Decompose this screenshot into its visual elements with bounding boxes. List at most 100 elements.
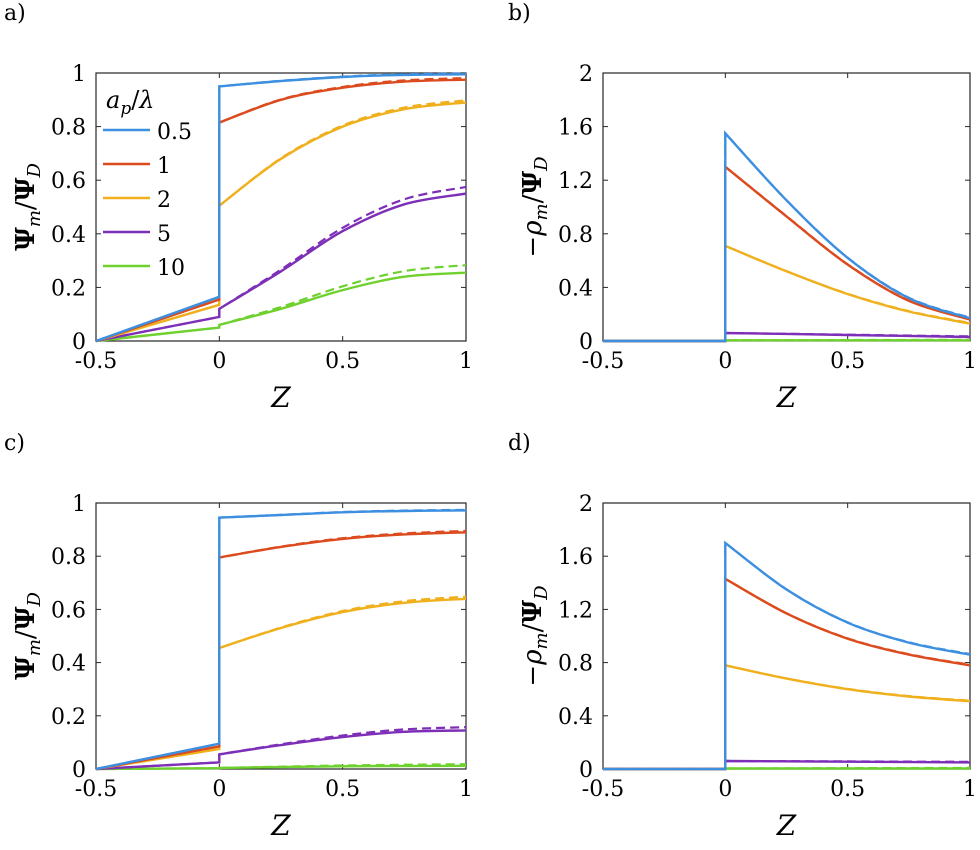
- y-tick-label: 0.4: [558, 705, 593, 730]
- y-tick-label: 0.8: [558, 223, 593, 248]
- x-tick-label: 1: [963, 777, 977, 802]
- series-line-dashed-2: [603, 663, 970, 771]
- panel-b: b)-0.5 0 0.5 100.40.81.21.62Z−ρm/ΨD: [508, 1, 977, 414]
- x-tick-label: -0.5: [75, 349, 117, 374]
- series-line-10: [96, 271, 466, 343]
- x-tick-label: 0: [212, 349, 226, 374]
- series-line-dashed-1: [603, 576, 970, 771]
- x-tick-label: -0.5: [75, 777, 117, 802]
- x-tick-label: 0: [718, 777, 732, 802]
- series-line-5: [603, 759, 970, 771]
- panel-d: d)-0.5 0 0.5 100.40.81.21.62Z−ρm/ΨD: [508, 431, 977, 842]
- series-line-0.5: [96, 509, 466, 771]
- series-line-dashed-5: [96, 726, 466, 771]
- series-line-10: [603, 339, 970, 343]
- series-line-5: [96, 729, 466, 771]
- x-tick-label: 1: [963, 349, 977, 374]
- panel-a: a)-0.5 0 0.5 100.20.40.60.81ZΨm/ΨDap/λ0.512…: [4, 1, 473, 414]
- series-line-10: [96, 764, 466, 771]
- y-axis-label: −ρm/ΨD: [518, 585, 552, 687]
- y-tick-label: 1: [72, 62, 86, 87]
- y-tick-label: 1.2: [558, 169, 593, 194]
- series-line-2: [603, 663, 970, 771]
- y-tick-label: 1.2: [558, 598, 593, 623]
- legend-label-1: 1: [157, 154, 171, 179]
- panel-label: d): [508, 431, 531, 456]
- legend-label-2: 2: [157, 188, 171, 213]
- x-axis-label: Z: [270, 381, 291, 414]
- plot-frame: [95, 72, 467, 342]
- series-line-5: [96, 192, 466, 343]
- plot-frame: [95, 502, 467, 770]
- series-line-0.5: [603, 540, 970, 771]
- panel-label: b): [508, 1, 531, 26]
- y-tick-label: 0.8: [51, 116, 86, 141]
- series-line-dashed-2: [603, 244, 970, 343]
- y-tick-label: 0.6: [51, 169, 86, 194]
- series-line-dashed-1: [603, 164, 970, 343]
- series-line-2: [96, 101, 466, 343]
- x-axis-label: Z: [776, 381, 797, 414]
- y-axis-label: Ψm/ΨD: [11, 592, 45, 680]
- x-tick-label: -0.5: [582, 349, 624, 374]
- x-axis-label: Z: [270, 809, 291, 842]
- x-tick-label: 0.5: [325, 349, 360, 374]
- series-group: [96, 72, 466, 343]
- series-line-1: [603, 576, 970, 771]
- x-tick-label: 0: [212, 777, 226, 802]
- legend-label-10: 10: [157, 256, 185, 281]
- x-tick-label: -0.5: [582, 777, 624, 802]
- y-tick-label: 0.2: [51, 276, 86, 301]
- legend-label-5: 5: [157, 222, 171, 247]
- series-line-dashed-0.5: [603, 130, 970, 343]
- panel-label: a): [4, 1, 26, 26]
- series-line-0.5: [96, 73, 466, 343]
- series-line-1: [96, 78, 466, 343]
- series-line-2: [96, 597, 466, 771]
- series-group: [603, 540, 970, 771]
- series-line-2: [603, 244, 970, 343]
- y-tick-label: 0.8: [558, 652, 593, 677]
- series-line-1: [96, 531, 466, 771]
- x-tick-label: 0: [718, 349, 732, 374]
- x-tick-label: 0.5: [325, 777, 360, 802]
- series-group: [96, 508, 466, 771]
- y-tick-label: 1: [72, 492, 86, 517]
- legend-title: ap/λ: [106, 86, 155, 119]
- series-line-10: [603, 767, 970, 771]
- plot-frame: [602, 502, 971, 770]
- series-line-5: [603, 331, 970, 343]
- y-tick-label: 0: [579, 758, 593, 783]
- series-line-0.5: [603, 130, 970, 343]
- y-tick-label: 2: [579, 492, 593, 517]
- x-tick-label: 0.5: [830, 349, 865, 374]
- y-tick-label: 0.4: [51, 652, 86, 677]
- y-tick-label: 2: [579, 62, 593, 87]
- y-axis-label: Ψm/ΨD: [11, 163, 45, 251]
- x-tick-label: 1: [459, 777, 473, 802]
- legend: ap/λ0.5 1 2 5 10: [103, 86, 192, 281]
- series-line-dashed-1: [96, 529, 466, 771]
- panel-label: c): [4, 431, 25, 456]
- series-group: [603, 130, 970, 343]
- y-tick-label: 0: [72, 330, 86, 355]
- y-tick-label: 0.4: [51, 223, 86, 248]
- x-axis-label: Z: [776, 809, 797, 842]
- y-tick-label: 0.2: [51, 705, 86, 730]
- legend-label-0.5: 0.5: [157, 120, 192, 145]
- series-line-dashed-2: [96, 99, 466, 343]
- y-tick-label: 0.6: [51, 598, 86, 623]
- y-tick-label: 1.6: [558, 116, 593, 141]
- x-tick-label: 1: [459, 349, 473, 374]
- series-line-1: [603, 164, 970, 343]
- series-line-dashed-1: [96, 77, 466, 343]
- y-tick-label: 0: [579, 330, 593, 355]
- x-tick-label: 0.5: [830, 777, 865, 802]
- y-tick-label: 1.6: [558, 545, 593, 570]
- y-axis-label: −ρm/ΨD: [518, 156, 552, 258]
- y-tick-label: 0.8: [51, 545, 86, 570]
- y-tick-label: 0: [72, 758, 86, 783]
- series-line-dashed-5: [96, 185, 466, 343]
